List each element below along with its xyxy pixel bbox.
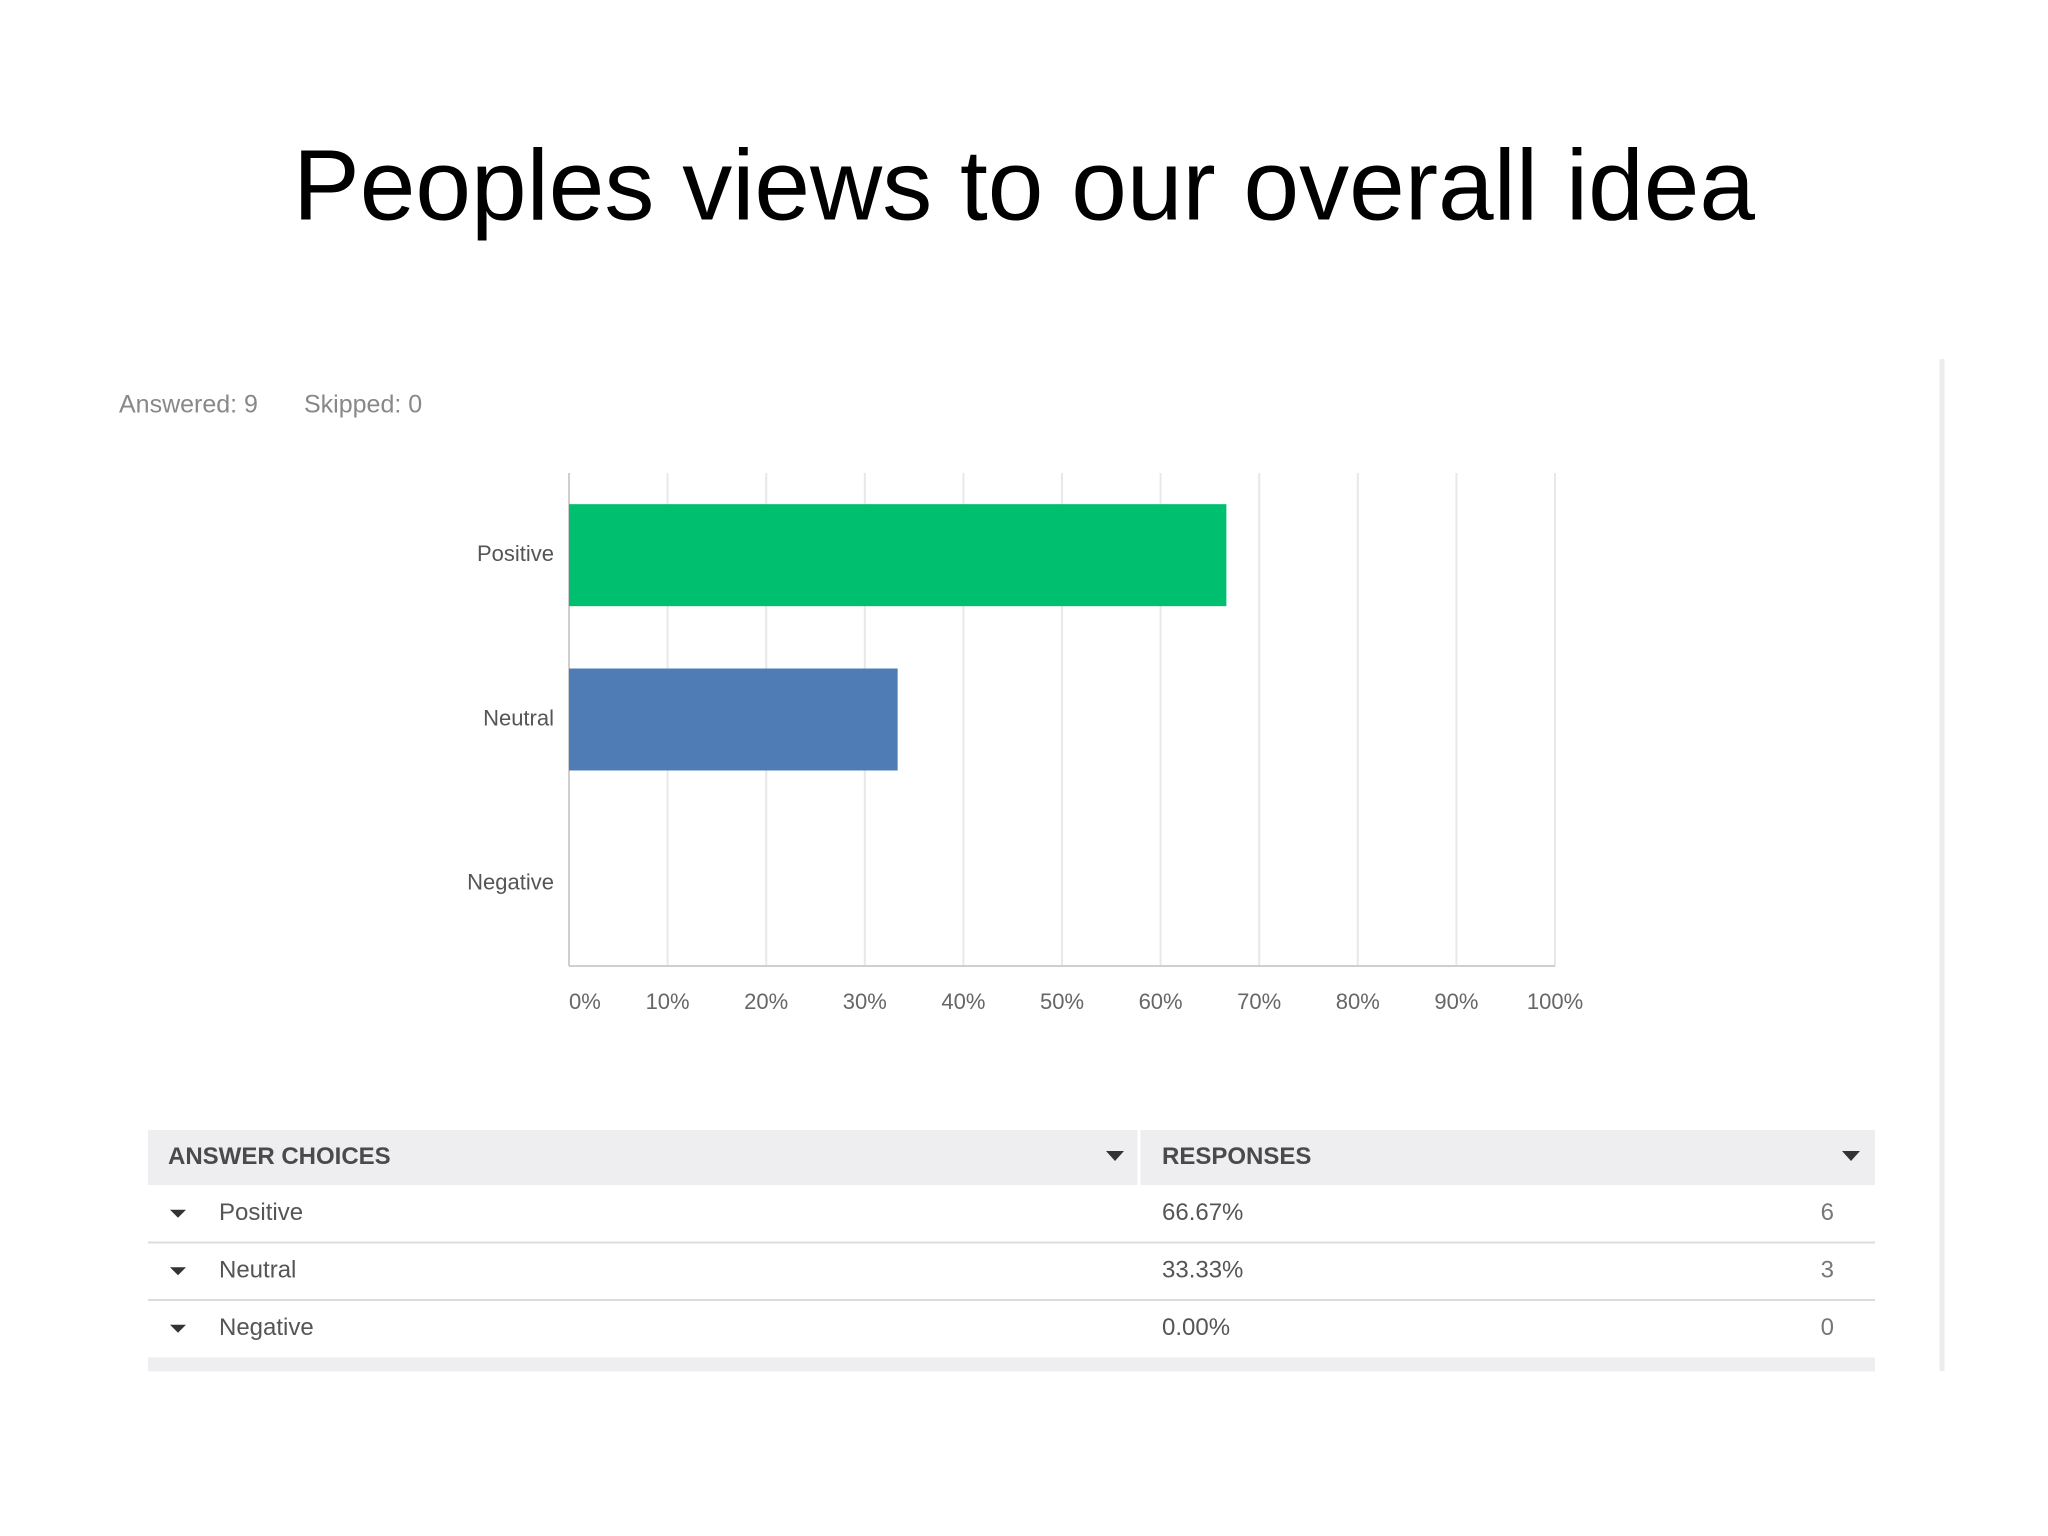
count-cell: 6 — [1821, 1199, 1834, 1226]
x-tick-label: 90% — [1434, 989, 1478, 1014]
answered-count: Answered: 9 — [119, 391, 258, 419]
table-footer — [148, 1357, 1875, 1372]
sort-arrow — [1842, 1151, 1860, 1161]
expand-arrow — [170, 1209, 186, 1218]
bar — [569, 504, 1227, 607]
table-header — [148, 1130, 1875, 1185]
x-tick-label: 70% — [1237, 989, 1281, 1014]
x-tick-label: 40% — [941, 989, 985, 1014]
choice-cell: Negative — [219, 1314, 314, 1341]
bar — [569, 668, 898, 771]
x-tick-label: 50% — [1040, 989, 1084, 1014]
x-tick-label: 30% — [843, 989, 887, 1014]
y-tick-label: Positive — [477, 541, 554, 566]
x-tick-label: 60% — [1139, 989, 1183, 1014]
count-cell: 3 — [1821, 1257, 1834, 1284]
choice-cell: Positive — [219, 1199, 303, 1226]
sort-arrow — [1106, 1151, 1124, 1161]
x-tick-label: 100% — [1527, 989, 1583, 1014]
x-tick-label: 0% — [569, 989, 601, 1014]
slide-title: Peoples views to our overall idea — [293, 129, 1755, 241]
x-tick-label: 10% — [646, 989, 690, 1014]
percent-cell: 0.00% — [1162, 1314, 1230, 1341]
count-cell: 0 — [1821, 1314, 1834, 1341]
x-tick-label: 20% — [744, 989, 788, 1014]
skipped-count: Skipped: 0 — [304, 391, 422, 419]
expand-arrow — [170, 1267, 186, 1276]
choice-cell: Neutral — [219, 1257, 296, 1284]
percent-cell: 66.67% — [1162, 1199, 1243, 1226]
y-tick-label: Neutral — [483, 705, 554, 730]
percent-cell: 33.33% — [1162, 1257, 1243, 1284]
x-tick-label: 80% — [1336, 989, 1380, 1014]
header-cell: RESPONSES — [1162, 1143, 1311, 1170]
expand-arrow — [170, 1324, 186, 1333]
header-cell: ANSWER CHOICES — [168, 1143, 391, 1170]
y-tick-label: Negative — [467, 870, 554, 895]
